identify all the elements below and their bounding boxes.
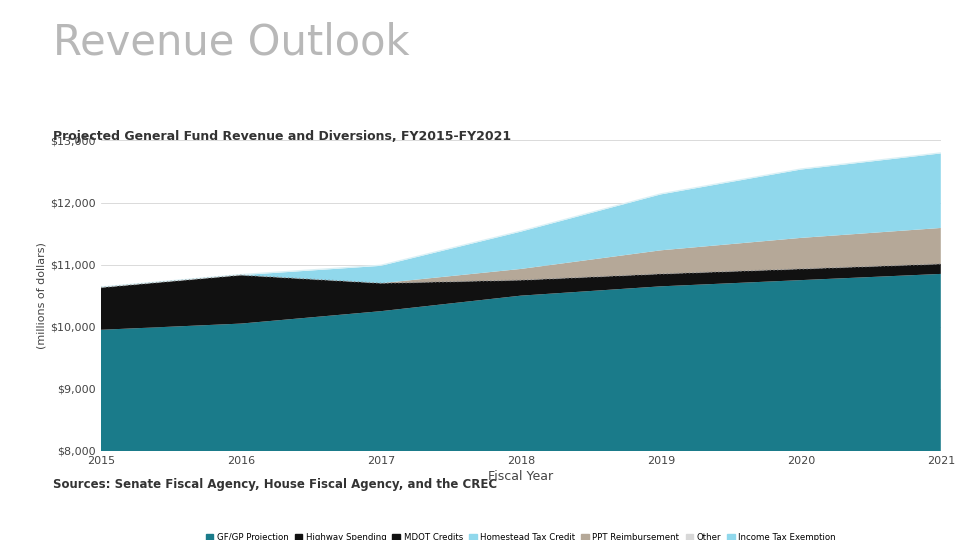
Text: Revenue Outlook: Revenue Outlook [53,22,409,64]
Y-axis label: (millions of dollars): (millions of dollars) [36,242,46,349]
Legend: GF/GP Projection, Highway Spending, MDOT Credits, Homestead Tax Credit, PPT Reim: GF/GP Projection, Highway Spending, MDOT… [203,530,839,540]
Text: Projected General Fund Revenue and Diversions, FY2015-FY2021: Projected General Fund Revenue and Diver… [53,130,511,143]
X-axis label: Fiscal Year: Fiscal Year [489,470,553,483]
Text: Sources: Senate Fiscal Agency, House Fiscal Agency, and the CREC: Sources: Senate Fiscal Agency, House Fis… [53,478,497,491]
Text: 20: 20 [908,518,929,534]
Text: CITIZENS
OF MICHIGAN: CITIZENS OF MICHIGAN [38,519,91,532]
